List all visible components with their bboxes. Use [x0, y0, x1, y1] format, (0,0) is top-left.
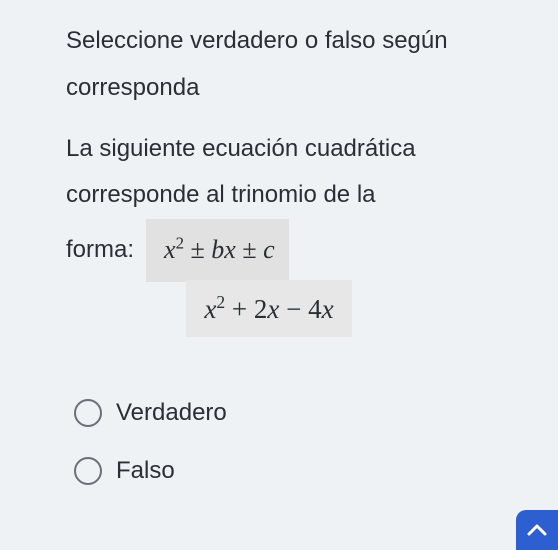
option-falso[interactable]: Falso [74, 457, 512, 485]
radio-icon [74, 457, 102, 485]
option-verdadero[interactable]: Verdadero [74, 399, 512, 427]
options-group: Verdadero Falso [66, 399, 512, 485]
block-formula-wrap: x2 + 2x − 4x [66, 280, 512, 337]
radio-icon [74, 399, 102, 427]
chevron-up-icon [527, 523, 547, 537]
scroll-button[interactable] [516, 510, 558, 550]
question-container: Seleccione verdadero o falso según corre… [0, 0, 558, 485]
block-formula: x2 + 2x − 4x [186, 280, 351, 337]
statement-text: La siguiente ecuación cuadrática corresp… [66, 135, 416, 209]
question-statement: La siguiente ecuación cuadrática corresp… [66, 126, 512, 282]
inline-formula: x2 ± bx ± c [146, 219, 289, 282]
question-instruction: Seleccione verdadero o falso según corre… [66, 18, 512, 112]
option-label: Falso [116, 457, 175, 485]
formula-line: forma: x2 ± bx ± c [66, 219, 512, 282]
option-label: Verdadero [116, 399, 227, 427]
statement-form-label: forma: [66, 227, 134, 274]
